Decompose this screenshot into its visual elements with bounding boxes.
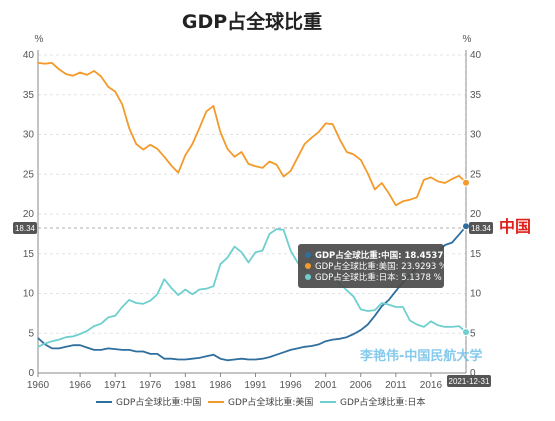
series-lines [37,62,467,362]
y-tick-label-left: 35 [23,90,35,101]
y-pointer-value-right: 18.34 [471,224,492,233]
y-tick-label-right: 40 [470,50,482,61]
y-tick-label-right: 25 [470,169,482,180]
tooltip-box [298,244,444,288]
series-end-points [462,178,470,337]
x-tick-label: 2006 [350,380,373,391]
x-tick-label: 1986 [209,380,232,391]
x-tick-label: 2001 [315,380,338,391]
x-tick-label: 1996 [279,380,302,391]
x-tick-label: 1971 [104,380,127,391]
end-point-china [462,222,470,231]
y-tick-label-right: 30 [470,130,482,141]
series-line-usa [37,62,467,207]
x-tick-label: 1966 [69,380,92,391]
y-tick-label-left: 5 [28,328,34,339]
y-tick-label-left: 25 [23,169,35,180]
series-line-japan [37,228,467,348]
tooltip-marker-china [305,252,311,258]
x-pointer-value: 2021-12-31 [449,377,490,386]
end-point-usa [462,178,470,187]
tooltip: GDP占全球比重:中国: 18.4537 % GDP占全球比重:美国: 23.9… [298,244,455,288]
chart-title: GDP占全球比重 [182,10,322,33]
y-pointer-label-right: 18.34 [469,222,493,234]
legend-label-usa: GDP占全球比重:美国 [228,396,313,408]
tooltip-marker-usa [305,263,311,269]
y-axis-left: 0 5 10 15 20 25 30 35 40 [23,50,35,379]
y-tick-label-left: 30 [23,130,35,141]
series-line-china [37,225,467,362]
x-axis: 1960 1966 1971 1976 1981 1986 1991 1996 2001 2006… [27,373,443,391]
y-tick-label-left: 40 [23,50,35,61]
y-pointer-value-left: 18.34 [15,224,36,233]
china-annotation: 中国 [499,217,531,236]
y-tick-label-right: 0 [470,368,476,379]
grid [37,50,467,374]
watermark: 李艳伟-中国民航大学 [359,348,482,364]
tooltip-row-usa: GDP占全球比重:美国: 23.9293 % [315,261,447,272]
x-tick-label: 2011 [385,380,407,391]
y-axis-unit-left: % [35,34,44,45]
y-tick-label-left: 20 [23,209,35,220]
y-tick-label-right: 5 [470,328,476,339]
legend-label-japan: GDP占全球比重:日本 [340,396,425,408]
y-tick-label-right: 15 [470,249,482,260]
y-axis-right: 0 5 10 15 20 25 30 35 40 [470,50,482,379]
y-tick-label-right: 35 [470,90,482,101]
y-pointer-label-left: 18.34 [13,222,37,234]
y-tick-label-left: 0 [28,368,34,379]
x-pointer-label: 2021-12-31 [447,375,491,387]
x-tick-label: 1976 [139,380,162,391]
tooltip-marker-japan [305,274,311,280]
x-tick-label: 1981 [174,380,197,391]
y-tick-label-left: 15 [23,249,35,260]
y-axis-unit-right: % [463,34,472,45]
x-tick-label: 1991 [244,380,267,391]
end-point-japan [462,328,470,337]
legend-label-china: GDP占全球比重:中国 [116,396,201,408]
x-tick-label: 1960 [27,380,50,391]
legend: GDP占全球比重:中国 GDP占全球比重:美国 GDP占全球比重:日本 [96,396,425,408]
y-tick-label-left: 10 [23,289,35,300]
x-tick-label: 2016 [420,380,443,391]
y-tick-label-right: 10 [470,289,482,300]
tooltip-row-china: GDP占全球比重:中国: 18.4537 % [315,250,455,261]
tooltip-row-japan: GDP占全球比重:日本: 5.1378 % [315,272,442,283]
y-tick-label-right: 20 [470,209,482,220]
